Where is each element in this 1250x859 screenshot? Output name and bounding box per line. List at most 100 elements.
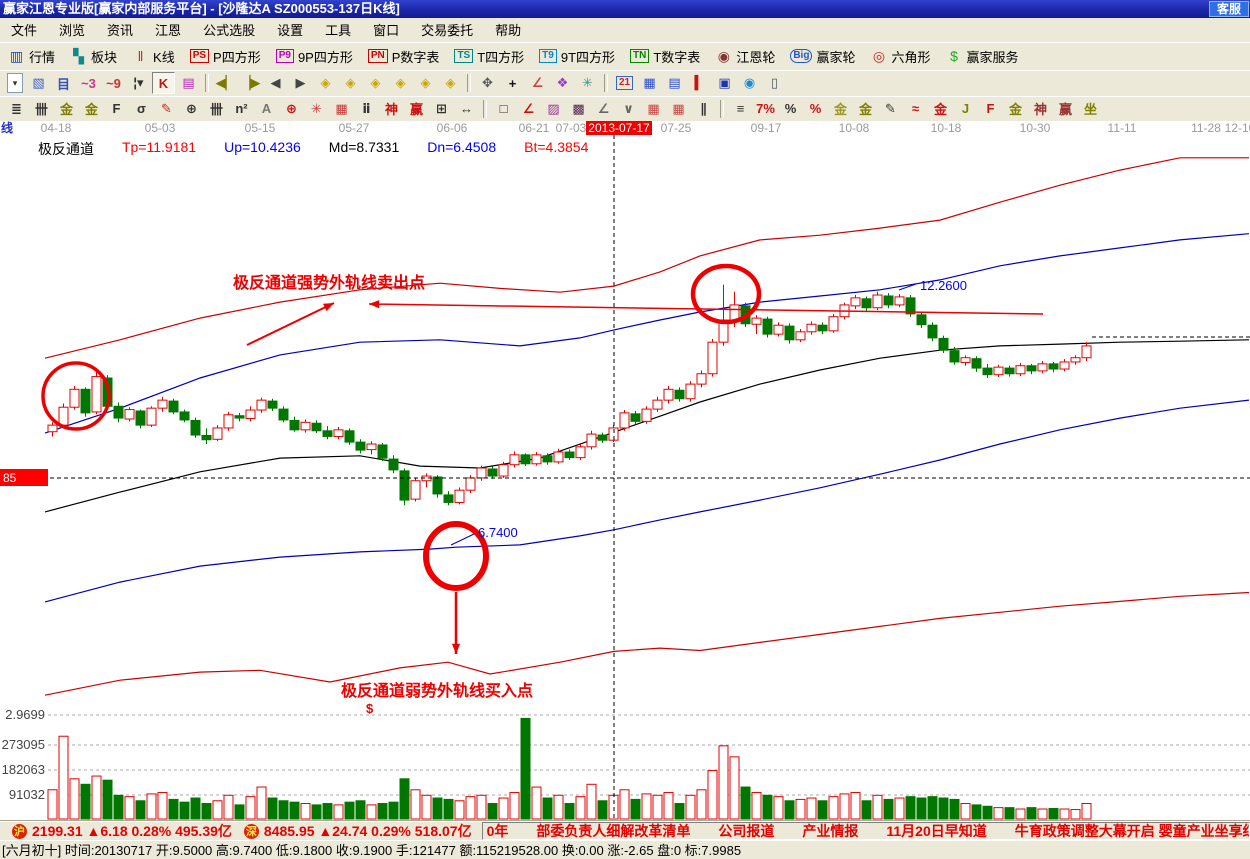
bar-grid-icon[interactable]: 卌 <box>209 102 223 117</box>
menu-formula-stock-pick[interactable]: 公式选股 <box>203 22 256 38</box>
calendar-icon[interactable]: 21 <box>613 72 636 94</box>
menu-help[interactable]: 帮助 <box>495 22 522 38</box>
gold-red-icon[interactable]: 金 <box>933 102 947 117</box>
parallel-icon[interactable]: ∥ <box>700 100 707 116</box>
mirror-icon[interactable]: A <box>261 101 272 116</box>
menu-trade[interactable]: 交易委托 <box>421 22 474 38</box>
angle-line-icon[interactable]: ∠ <box>597 100 610 116</box>
f-grid-icon[interactable]: F <box>112 101 121 116</box>
tick-pair-icon[interactable]: ⅱ <box>362 100 371 116</box>
device-icon[interactable]: ▯ <box>770 75 779 90</box>
kline-chart-canvas[interactable]: 2.96992730951820639103285极反通道强势外轨线卖出点极反通… <box>0 135 1250 820</box>
marker-icon[interactable]: ▍ <box>694 75 705 90</box>
zone-select-icon[interactable]: ▧ <box>32 75 45 90</box>
prev-bar-icon[interactable]: ◀ <box>270 75 281 90</box>
pct-strike-icon[interactable]: 7% <box>756 101 775 116</box>
first-bar-icon[interactable]: ◀▏ <box>215 75 236 90</box>
kline-button[interactable]: ǁ K线 <box>132 47 175 66</box>
gann-wheel-button[interactable]: ◉ 江恩轮 <box>715 47 776 66</box>
zuo-line-icon[interactable]: 坐 <box>1083 102 1097 117</box>
menu-news[interactable]: 资讯 <box>107 22 134 38</box>
red-wave-icon[interactable]: ≈ <box>911 101 920 116</box>
period-combo[interactable]: ▾ <box>7 73 23 93</box>
pan-hand-icon[interactable]: ✥ <box>482 75 493 90</box>
save-icon[interactable]: ▣ <box>718 75 731 90</box>
red-grid1-icon[interactable]: ▦ <box>647 100 660 116</box>
colorbar-icon[interactable]: ▤ <box>182 75 195 90</box>
fan-red-icon[interactable]: ∠ <box>522 100 535 116</box>
crosshair-icon[interactable]: + <box>508 75 517 91</box>
pct-icon[interactable]: % <box>784 101 797 116</box>
wave3-icon[interactable]: ~3 <box>81 75 96 91</box>
square-grid-icon[interactable]: ▦ <box>335 100 348 116</box>
pct-line-icon[interactable]: % <box>809 101 822 116</box>
star-grid-icon[interactable]: ✳ <box>311 100 322 116</box>
v-wave-icon[interactable]: ∨ <box>623 100 634 116</box>
notebook-icon[interactable]: ▤ <box>668 75 681 90</box>
hash-grid-icon[interactable]: 卌 <box>34 102 48 117</box>
news-ticker[interactable]: 0年 部委负责人细解改革清单 公司报道 产业情报 11月20日早知道 牛育政策调… <box>481 822 1250 840</box>
kline-style-icon[interactable]: K <box>152 72 175 94</box>
t-square-button[interactable]: TS T四方形 <box>454 47 524 66</box>
menu-file[interactable]: 文件 <box>11 22 38 38</box>
p-square-button[interactable]: PS P四方形 <box>189 47 261 66</box>
candle-style-combo[interactable]: ¦▾ <box>133 75 144 90</box>
shen-line-icon[interactable]: 神 <box>1033 102 1047 117</box>
analysis-tool-icon[interactable]: ✳ <box>582 75 593 90</box>
next-bar-icon[interactable]: ▶ <box>295 75 306 90</box>
t-number-table-button[interactable]: TN T数字表 <box>630 47 700 66</box>
red-target-icon[interactable]: ⊕ <box>286 100 297 116</box>
spiral-icon[interactable]: σ <box>137 101 146 116</box>
menu-settings[interactable]: 设置 <box>277 22 304 38</box>
pattern-tool-icon[interactable]: ❖ <box>556 75 569 90</box>
winner-wheel-button[interactable]: Big 赢家轮 <box>790 47 855 66</box>
p-number-table-button[interactable]: PN P数字表 <box>367 47 439 66</box>
wave9-icon[interactable]: ~9 <box>106 75 121 91</box>
gann-diamond-2-icon[interactable]: ◈ <box>345 75 356 90</box>
quote-button[interactable]: ▥ 行情 <box>8 47 55 66</box>
gann-diamond-6-icon[interactable]: ◈ <box>445 75 456 90</box>
self-stock-icon[interactable]: 目 <box>56 76 70 92</box>
angle-tool-icon[interactable]: ∠ <box>531 75 544 90</box>
measure-icon[interactable]: ↔ <box>460 101 473 116</box>
fan-grid-icon[interactable]: ▨ <box>547 100 560 116</box>
gold-grid2-icon[interactable]: 金 <box>84 102 98 117</box>
gann-diamond-4-icon[interactable]: ◈ <box>395 75 406 90</box>
dark-grid-icon[interactable]: ▩ <box>572 100 585 116</box>
n2-icon[interactable]: n² <box>235 101 248 116</box>
gann-diamond-3-icon[interactable]: ◈ <box>370 75 381 90</box>
hexagon-button[interactable]: ◎ 六角形 <box>870 47 931 66</box>
last-bar-icon[interactable]: ▕▶ <box>240 75 261 90</box>
date-axis[interactable]: 线 04-18 05-03 05-15 05-27 06-06 06-21 07-03 07-… <box>0 121 1250 136</box>
j-line-icon[interactable]: J <box>961 101 970 116</box>
browser-icon[interactable]: ◉ <box>743 75 756 90</box>
brush-icon[interactable]: ✎ <box>885 100 896 116</box>
chart-area[interactable]: 极反通道 Tp=11.9181 Up=10.4236 Md=8.7331 Dn=6.45… <box>0 135 1250 820</box>
gann-circle-icon[interactable]: ⊕ <box>186 100 197 116</box>
winner-service-button[interactable]: $ 赢家服务 <box>945 47 1018 66</box>
gold-circle-icon[interactable]: 金 <box>833 102 847 117</box>
gold-grid-icon[interactable]: 金 <box>59 102 73 117</box>
f-line-icon[interactable]: F <box>986 101 995 116</box>
sector-button[interactable]: ▚ 板块 <box>70 47 117 66</box>
rect-tool-icon[interactable]: □ <box>499 101 508 116</box>
ewave-icon[interactable]: ≡ <box>736 101 745 116</box>
ying-line-icon[interactable]: 赢 <box>1058 102 1072 117</box>
p9-square-button[interactable]: P9 9P四方形 <box>275 47 353 66</box>
pencil-icon[interactable]: ✎ <box>161 100 172 116</box>
gann-diamond-1-icon[interactable]: ◈ <box>320 75 331 90</box>
shen-grid-icon[interactable]: 神 <box>384 102 398 117</box>
ying-grid-icon[interactable]: 赢 <box>409 102 423 117</box>
gold-slash-icon[interactable]: 金 <box>1008 102 1022 117</box>
gann-diamond-5-icon[interactable]: ◈ <box>420 75 431 90</box>
menu-tools[interactable]: 工具 <box>325 22 352 38</box>
list-icon[interactable]: ≣ <box>11 100 22 116</box>
ruler-grid-icon[interactable]: ⊞ <box>436 100 447 116</box>
calculator-icon[interactable]: ▦ <box>643 75 656 90</box>
gold-line-icon[interactable]: 金 <box>858 102 872 117</box>
menu-browse[interactable]: 浏览 <box>59 22 86 38</box>
customer-service-button[interactable]: 客服 <box>1208 1 1249 17</box>
red-grid2-icon[interactable]: ▦ <box>672 100 685 116</box>
t9-square-button[interactable]: T9 9T四方形 <box>539 47 615 66</box>
menu-window[interactable]: 窗口 <box>373 22 400 38</box>
